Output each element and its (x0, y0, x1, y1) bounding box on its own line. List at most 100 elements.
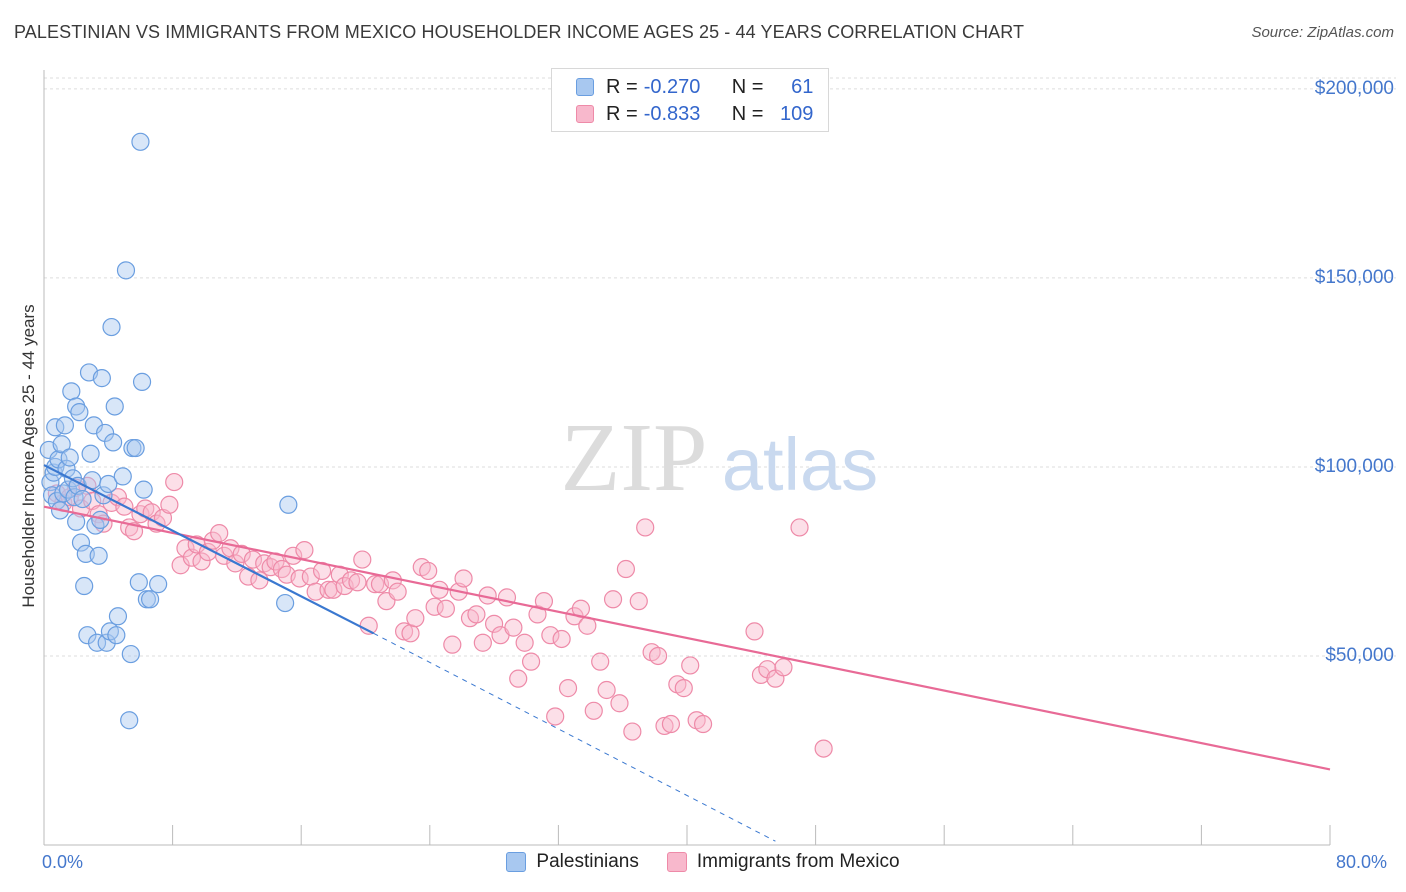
legend-r-label: R = (606, 75, 638, 98)
point-palestinians (132, 372, 152, 391)
legend-swatch-immigrants-from-mexico (576, 105, 594, 123)
point-immigrants-from-mexico (366, 575, 385, 594)
point-palestinians (62, 382, 81, 401)
point-immigrants-from-mexico (610, 694, 629, 713)
point-palestinians (60, 448, 79, 467)
point-immigrants-from-mexico (473, 633, 492, 652)
point-immigrants-from-mexico (674, 679, 693, 698)
point-immigrants-from-mexico (430, 580, 449, 599)
point-palestinians (120, 711, 139, 730)
point-immigrants-from-mexico (295, 541, 314, 560)
point-immigrants-from-mexico (272, 559, 292, 579)
legend-item-palestinians[interactable]: Palestinians (506, 851, 639, 873)
point-palestinians (113, 467, 132, 486)
point-immigrants-from-mexico (324, 580, 343, 599)
point-palestinians (105, 397, 124, 416)
point-immigrants-from-mexico (623, 722, 642, 741)
trend-line-palestinians (43, 464, 375, 635)
point-immigrants-from-mexico (419, 561, 438, 581)
legend-r-value: -0.270 (643, 75, 701, 98)
legend-row-immigrants-from-mexico: R = -0.833 N = 109 (576, 102, 813, 126)
point-palestinians (89, 546, 108, 565)
point-immigrants-from-mexico (290, 569, 309, 588)
point-immigrants-from-mexico (425, 597, 444, 616)
point-immigrants-from-mexico (814, 739, 833, 758)
point-immigrants-from-mexico (353, 550, 372, 569)
point-immigrants-from-mexico (467, 605, 486, 624)
series-legend: Palestinians Immigrants from Mexico (0, 851, 1406, 873)
point-palestinians (131, 132, 150, 151)
legend-n-value: 61 (791, 75, 814, 98)
point-immigrants-from-mexico (436, 599, 455, 618)
point-immigrants-from-mexico (616, 559, 636, 579)
point-palestinians (55, 416, 74, 435)
point-immigrants-from-mexico (790, 518, 809, 537)
legend-n-value: 109 (780, 102, 814, 125)
point-palestinians (108, 607, 128, 626)
point-palestinians (59, 480, 78, 499)
correlation-legend: R = -0.270 N = 61 R = -0.833 N = 109 (551, 68, 829, 132)
point-immigrants-from-mexico (341, 571, 361, 590)
point-immigrants-from-mexico (509, 669, 528, 688)
point-immigrants-from-mexico (192, 552, 211, 571)
trend-line-immigrants-from-mexico (43, 505, 1331, 771)
point-immigrants-from-mexico (243, 550, 263, 569)
point-immigrants-from-mexico (629, 592, 648, 611)
chart-title: PALESTINIAN VS IMMIGRANTS FROM MEXICO HO… (14, 22, 1025, 42)
point-palestinians (67, 397, 86, 416)
point-palestinians (116, 261, 136, 280)
point-palestinians (92, 369, 111, 388)
point-palestinians (52, 435, 71, 454)
y-tick-label: $200,000 (1314, 77, 1394, 99)
point-immigrants-from-mexico (388, 582, 407, 601)
point-immigrants-from-mexico (401, 624, 420, 643)
point-immigrants-from-mexico (636, 518, 655, 537)
point-palestinians (75, 576, 94, 596)
point-immigrants-from-mexico (648, 646, 668, 666)
point-immigrants-from-mexico (541, 626, 560, 645)
point-palestinians (134, 480, 153, 499)
point-palestinians (104, 433, 123, 452)
legend-swatch-palestinians (506, 852, 527, 872)
source-credit: Source: ZipAtlas.com (1251, 24, 1394, 41)
point-palestinians (87, 633, 107, 652)
point-immigrants-from-mexico (693, 714, 713, 734)
point-palestinians (97, 633, 116, 652)
point-immigrants-from-mexico (232, 544, 251, 564)
y-tick-label: $50,000 (1325, 644, 1394, 666)
point-immigrants-from-mexico (485, 614, 504, 633)
point-palestinians (126, 438, 145, 458)
point-immigrants-from-mexico (210, 524, 229, 543)
legend-item-immigrants-from-mexico[interactable]: Immigrants from Mexico (666, 851, 900, 873)
point-palestinians (140, 590, 160, 609)
x-tick-max: 80.0% (1336, 852, 1388, 872)
watermark: ZIP atlas (561, 404, 879, 512)
legend-label-palestinians: Palestinians (536, 851, 639, 872)
point-immigrants-from-mexico (584, 701, 603, 720)
point-palestinians (78, 626, 97, 645)
point-immigrants-from-mexico (603, 590, 623, 609)
legend-swatch-palestinians (576, 78, 594, 96)
point-palestinians (102, 317, 121, 337)
point-palestinians (71, 533, 91, 552)
y-tick-label: $100,000 (1314, 455, 1394, 477)
point-palestinians (279, 495, 298, 514)
point-immigrants-from-mexico (406, 609, 425, 628)
point-palestinians (73, 489, 92, 509)
point-immigrants-from-mexico (597, 680, 616, 700)
legend-n-label: N = (731, 75, 764, 98)
point-palestinians (42, 486, 62, 505)
point-immigrants-from-mexico (160, 495, 179, 514)
point-immigrants-from-mexico (443, 635, 462, 654)
point-palestinians (149, 575, 168, 594)
point-immigrants-from-mexico (348, 573, 367, 592)
point-palestinians (70, 403, 89, 422)
point-palestinians (99, 474, 118, 494)
point-immigrants-from-mexico (261, 558, 280, 577)
legend-row-palestinians: R = -0.270 N = 61 (576, 75, 813, 99)
point-palestinians (129, 573, 148, 592)
x-tick-min: 0.0% (42, 852, 84, 872)
point-immigrants-from-mexico (165, 472, 184, 492)
point-immigrants-from-mexico (515, 633, 534, 652)
